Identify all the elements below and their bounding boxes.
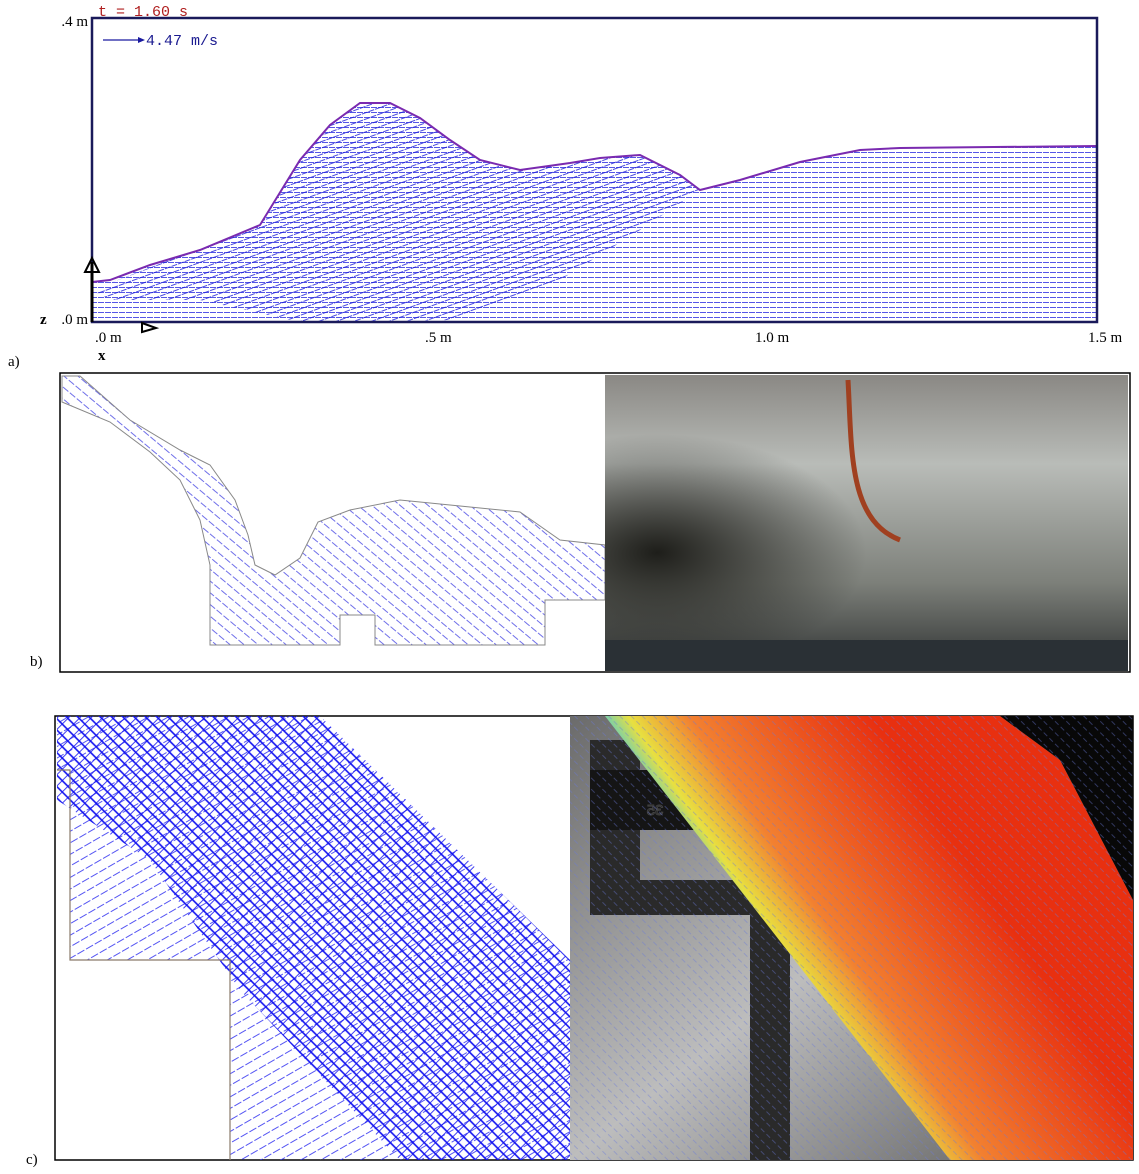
time-label: t = 1.60 s	[98, 4, 188, 21]
photo-floor	[605, 640, 1128, 671]
y-bottom-label: .0 m	[61, 312, 88, 328]
panel-label: b)	[30, 654, 43, 670]
panel-a: t = 1.60 s 4.47 m/s .4 m z .0 m .0 m .5 …	[8, 4, 1123, 370]
x-tick-label: .5 m	[425, 330, 452, 346]
figure: t = 1.60 s 4.47 m/s .4 m z .0 m .0 m .5 …	[0, 0, 1139, 1169]
panel-label: c)	[26, 1152, 38, 1168]
z-label: z	[40, 312, 47, 328]
scale-label: 4.47 m/s	[146, 33, 218, 50]
x-tick-label: .0 m	[95, 330, 122, 346]
x-tick-label: 1.0 m	[755, 330, 790, 346]
photo-shadow	[605, 375, 1128, 671]
x-label: x	[98, 348, 106, 364]
flow-field	[62, 376, 605, 645]
panel-c: 35 c)	[26, 716, 1133, 1168]
page: t = 1.60 s 4.47 m/s .4 m z .0 m .0 m .5 …	[0, 0, 1139, 1174]
panel-label: a)	[8, 354, 20, 370]
scale-arrowhead	[138, 37, 145, 43]
x-tick-label: 1.5 m	[1088, 330, 1123, 346]
piv-vectors	[570, 716, 1133, 1160]
x-arrow	[142, 323, 156, 332]
y-top-label: .4 m	[61, 14, 88, 30]
panel-b: b)	[30, 373, 1130, 672]
